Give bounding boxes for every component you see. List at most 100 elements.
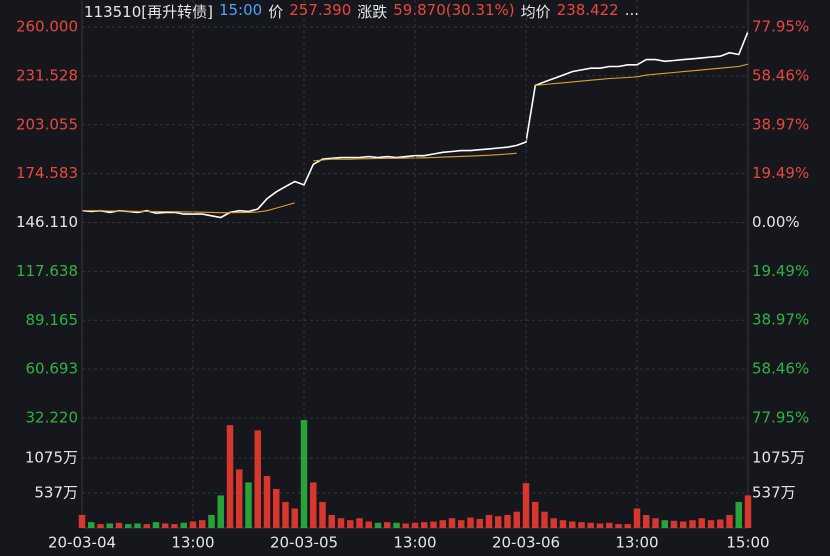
volume-bar bbox=[199, 520, 206, 528]
x-tick-label: 20-03-04 bbox=[48, 534, 116, 552]
y2-tick-label: 19.49% bbox=[752, 164, 809, 182]
volume-bar bbox=[680, 521, 687, 528]
volume-bar bbox=[300, 419, 308, 528]
volume-bar bbox=[273, 488, 280, 528]
x-tick-label: 13:00 bbox=[615, 534, 658, 552]
time: 15:00 bbox=[218, 1, 263, 19]
volume-bar bbox=[97, 524, 104, 528]
volume-bar bbox=[374, 522, 382, 528]
volume-bar bbox=[661, 520, 668, 528]
volume-bar bbox=[245, 482, 252, 528]
volume-bar bbox=[670, 520, 678, 528]
y-tick-label: 174.583 bbox=[16, 164, 78, 182]
avg: 238.422 bbox=[556, 1, 619, 19]
y2-tick-label: 19.49% bbox=[752, 262, 809, 280]
volume-bar bbox=[735, 501, 742, 528]
volume-bar bbox=[707, 520, 715, 528]
volume-bar bbox=[421, 522, 428, 528]
y-tick-label: 117.638 bbox=[16, 262, 78, 280]
y2-tick-label: 38.97% bbox=[752, 115, 809, 133]
volume-bar bbox=[365, 521, 372, 528]
volume-bar bbox=[430, 521, 437, 528]
y2-tick-label: 0.00% bbox=[752, 213, 800, 231]
volume-bar bbox=[226, 425, 234, 528]
volume-bar bbox=[236, 469, 243, 528]
volume-bar bbox=[402, 523, 409, 528]
y-tick-label: 203.055 bbox=[16, 115, 78, 133]
price-label: 价 bbox=[268, 3, 284, 21]
volume-bar bbox=[476, 518, 483, 528]
volume-bar bbox=[152, 522, 160, 528]
volume-bar bbox=[217, 495, 224, 528]
volume-bar bbox=[328, 514, 335, 528]
y2-tick-label: 58.46% bbox=[752, 66, 809, 84]
y2-tick-label: 58.46% bbox=[752, 360, 809, 378]
y2-tick-label: 1075万 bbox=[752, 449, 805, 467]
y2-tick-label: 77.95% bbox=[752, 409, 809, 427]
y2-tick-label: 77.95% bbox=[752, 18, 809, 36]
volume-bar bbox=[504, 514, 511, 528]
volume-bar bbox=[189, 521, 197, 528]
volume-bar bbox=[106, 523, 113, 528]
volume-bar bbox=[263, 475, 271, 528]
header: 113510[再升转债] 15:00 价 257.390 涨跌 59.870(3… bbox=[84, 1, 639, 22]
volume-bar bbox=[337, 518, 345, 528]
volume-bar bbox=[347, 520, 354, 528]
avg-label: 均价 bbox=[520, 3, 551, 21]
volume-bar bbox=[550, 518, 557, 528]
volume-bar bbox=[541, 511, 548, 528]
volume-bar bbox=[485, 514, 493, 528]
volume-bar bbox=[208, 514, 215, 528]
volume-bar bbox=[171, 524, 178, 528]
volume-bar bbox=[522, 483, 530, 528]
y-tick-label: 60.693 bbox=[26, 360, 79, 378]
volume-bar bbox=[356, 518, 363, 528]
code: 113510[再升转债] bbox=[84, 3, 213, 21]
y-tick-label: 260.000 bbox=[16, 18, 78, 36]
volume-bar bbox=[291, 508, 298, 528]
volume-bar bbox=[115, 522, 123, 528]
volume-bar bbox=[652, 518, 659, 528]
volume-bar bbox=[78, 514, 86, 528]
volume-bar bbox=[513, 511, 520, 528]
volume-bar bbox=[569, 521, 576, 528]
price: 257.390 bbox=[289, 1, 352, 19]
y-tick-label: 89.165 bbox=[26, 311, 79, 329]
volume-bar bbox=[310, 482, 317, 528]
volume-bar bbox=[467, 517, 474, 528]
volume-bar bbox=[643, 514, 650, 528]
y-tick-label: 1075万 bbox=[25, 449, 78, 467]
volume-bar bbox=[606, 522, 613, 528]
volume-bar bbox=[180, 522, 187, 528]
volume-bar bbox=[532, 501, 539, 528]
y-tick-label: 146.110 bbox=[16, 213, 78, 231]
y2-tick-label: 537万 bbox=[752, 484, 796, 502]
volume-bar bbox=[596, 523, 604, 528]
volume-bar bbox=[448, 518, 456, 528]
volume-bar bbox=[587, 522, 594, 528]
volume-bar bbox=[559, 520, 567, 528]
volume-bar bbox=[624, 524, 631, 528]
x-tick-label: 15:00 bbox=[726, 534, 769, 552]
volume-bar bbox=[578, 522, 585, 528]
volume-bar bbox=[319, 501, 326, 528]
volume-bar bbox=[88, 522, 95, 528]
volume-bar bbox=[393, 522, 400, 528]
volume-bar bbox=[615, 524, 622, 528]
change-label: 涨跌 bbox=[357, 3, 388, 21]
volume-bar bbox=[282, 501, 289, 528]
volume-bar bbox=[125, 524, 132, 528]
more[interactable]: ... bbox=[624, 1, 640, 19]
change: 59.870(30.31%) bbox=[393, 1, 515, 19]
y-tick-label: 231.528 bbox=[16, 66, 78, 84]
volume-bar bbox=[726, 514, 733, 528]
y-tick-label: 32.220 bbox=[26, 409, 79, 427]
x-tick-label: 20-03-06 bbox=[492, 534, 560, 552]
x-tick-label: 20-03-05 bbox=[270, 534, 338, 552]
y2-tick-label: 38.97% bbox=[752, 311, 809, 329]
volume-bar bbox=[143, 524, 150, 528]
volume-bar bbox=[411, 522, 419, 528]
x-tick-label: 13:00 bbox=[171, 534, 214, 552]
